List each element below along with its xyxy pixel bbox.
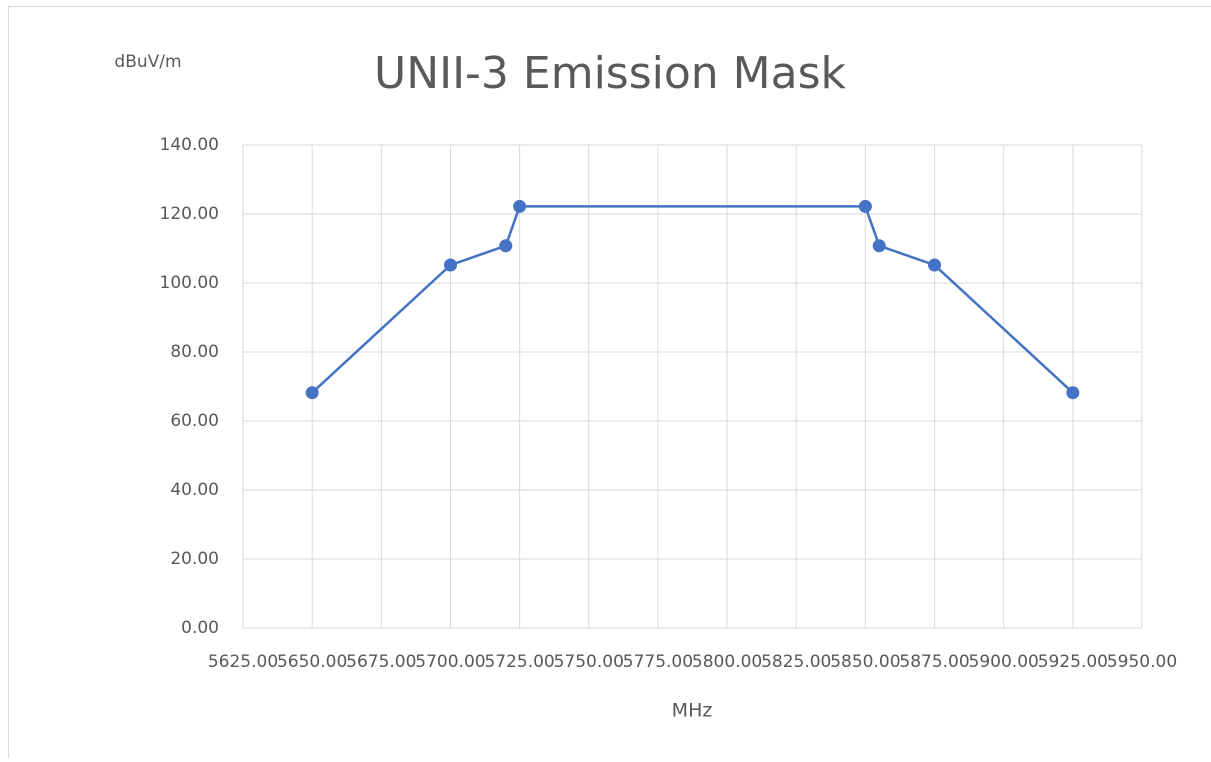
y-tick-label: 120.00 [160,204,219,224]
x-tick-label: 5900.00 [969,652,1039,672]
data-point [1066,386,1079,399]
x-tick-label: 5925.00 [1038,652,1108,672]
chart-title: UNII-3 Emission Mask [374,48,847,99]
x-tick-label: 5800.00 [692,652,762,672]
data-point [499,239,512,252]
y-tick-label: 140.00 [160,135,219,155]
y-tick-label: 0.00 [181,618,219,638]
x-tick-label: 5725.00 [484,652,554,672]
data-point [306,386,319,399]
y-tick-label: 100.00 [160,273,219,293]
x-axis-label: MHz [672,700,713,722]
data-point [859,200,872,213]
x-tick-label: 5950.00 [1107,652,1177,672]
x-tick-label: 5625.00 [208,652,278,672]
x-tick-label: 5850.00 [830,652,900,672]
x-tick-label: 5875.00 [899,652,969,672]
x-tick-label: 5675.00 [346,652,416,672]
x-tick-label: 5700.00 [415,652,485,672]
y-tick-label: 80.00 [170,342,219,362]
y-axis-label: dBuV/m [114,52,181,72]
x-tick-label: 5825.00 [761,652,831,672]
y-tick-label: 40.00 [170,480,219,500]
data-point [873,239,886,252]
data-point [444,259,457,272]
y-tick-label: 60.00 [170,411,219,431]
x-tick-label: 5750.00 [554,652,624,672]
data-point [513,200,526,213]
x-tick-label: 5775.00 [623,652,693,672]
data-point [928,259,941,272]
chart-frame [9,7,1211,759]
y-tick-label: 20.00 [170,549,219,569]
x-tick-label: 5650.00 [277,652,347,672]
